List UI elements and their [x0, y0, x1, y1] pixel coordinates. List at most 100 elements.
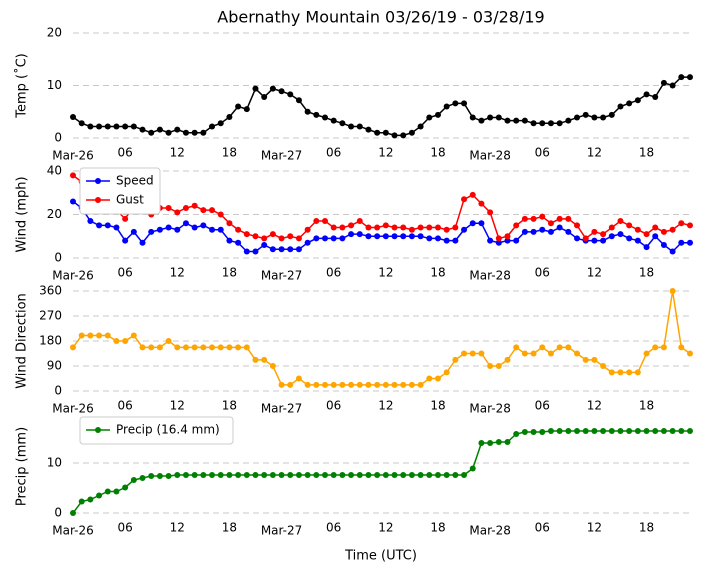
data-point [348, 123, 355, 130]
data-point [200, 472, 207, 478]
data-point [287, 472, 294, 478]
data-point [461, 472, 468, 478]
data-point [382, 233, 389, 240]
data-point [165, 338, 172, 344]
data-point [391, 233, 398, 240]
data-point [582, 111, 589, 118]
data-point [200, 129, 207, 136]
data-point [330, 235, 337, 242]
data-point [495, 114, 502, 121]
data-point [139, 126, 146, 133]
x-tick-label: 12 [587, 266, 602, 280]
x-tick-label: 18 [639, 521, 654, 535]
x-tick-label: 06 [117, 521, 132, 535]
data-point [130, 228, 137, 235]
data-point [330, 117, 337, 124]
data-point [356, 231, 363, 238]
x-tick-label: 18 [430, 146, 445, 160]
data-point [148, 344, 155, 351]
x-tick-label: 12 [378, 146, 393, 160]
x-tick-label: 18 [222, 399, 237, 413]
data-point [200, 207, 207, 214]
data-point [556, 344, 563, 351]
data-point [634, 226, 641, 233]
x-tick-label: 06 [326, 266, 341, 280]
data-point [504, 117, 511, 124]
data-point [191, 202, 198, 209]
data-point [322, 114, 329, 121]
data-point [469, 191, 476, 198]
x-tick-label: 06 [535, 146, 550, 160]
x-tick-label: Mar-28 [469, 269, 510, 283]
data-point [365, 224, 372, 231]
data-point [574, 222, 581, 229]
data-point [678, 344, 685, 351]
data-point [304, 226, 311, 233]
data-point [174, 209, 181, 216]
data-point [122, 123, 129, 130]
x-tick-label: Mar-28 [469, 402, 510, 416]
data-point [304, 108, 311, 115]
data-point [287, 381, 294, 388]
data-point [487, 237, 494, 244]
data-point [504, 237, 511, 244]
data-point [643, 350, 650, 357]
data-point [521, 350, 528, 357]
data-point [591, 356, 598, 363]
data-point [87, 496, 94, 503]
data-point [165, 224, 172, 231]
x-tick-label: 12 [170, 399, 185, 413]
data-point [400, 233, 407, 240]
legend-marker [95, 178, 101, 184]
x-tick-label: Mar-26 [52, 269, 93, 283]
data-point [626, 428, 633, 434]
data-point [469, 465, 476, 472]
data-point [322, 218, 329, 225]
data-point [626, 235, 633, 242]
data-point [365, 381, 372, 388]
y-tick-label: 10 [47, 78, 62, 92]
data-point [391, 381, 398, 388]
x-tick-label: Mar-26 [52, 524, 93, 538]
y-tick-label: 20 [47, 26, 62, 40]
data-point [660, 228, 667, 235]
y-tick-label: 90 [47, 359, 62, 373]
data-point [235, 239, 242, 246]
data-point [556, 428, 563, 434]
data-point [391, 472, 398, 478]
data-point [478, 117, 485, 124]
data-point [313, 111, 320, 118]
data-point [626, 100, 633, 107]
data-point [652, 224, 659, 231]
data-point [70, 114, 76, 120]
y-tick-label: 0 [54, 131, 62, 145]
data-point [417, 472, 424, 478]
data-point [487, 114, 494, 121]
x-tick-label: Mar-26 [52, 149, 93, 163]
data-point [547, 220, 554, 227]
data-point [652, 428, 659, 434]
data-point [565, 344, 572, 351]
data-point [96, 492, 103, 499]
x-tick-label: 12 [378, 266, 393, 280]
data-point [591, 428, 598, 434]
data-point [556, 215, 563, 222]
data-point [278, 381, 285, 388]
data-point [417, 224, 424, 231]
data-point [565, 215, 572, 222]
data-point [608, 111, 615, 118]
data-point [530, 215, 537, 222]
x-tick-label: 06 [535, 399, 550, 413]
data-point [626, 369, 633, 376]
data-point [504, 233, 511, 240]
data-point [130, 123, 137, 130]
data-point [70, 510, 76, 516]
x-tick-label: Mar-27 [261, 402, 302, 416]
data-point [96, 222, 103, 229]
data-point [287, 91, 294, 98]
data-point [521, 215, 528, 222]
data-point [252, 233, 259, 240]
x-tick-label: 18 [430, 266, 445, 280]
data-point [530, 120, 537, 127]
